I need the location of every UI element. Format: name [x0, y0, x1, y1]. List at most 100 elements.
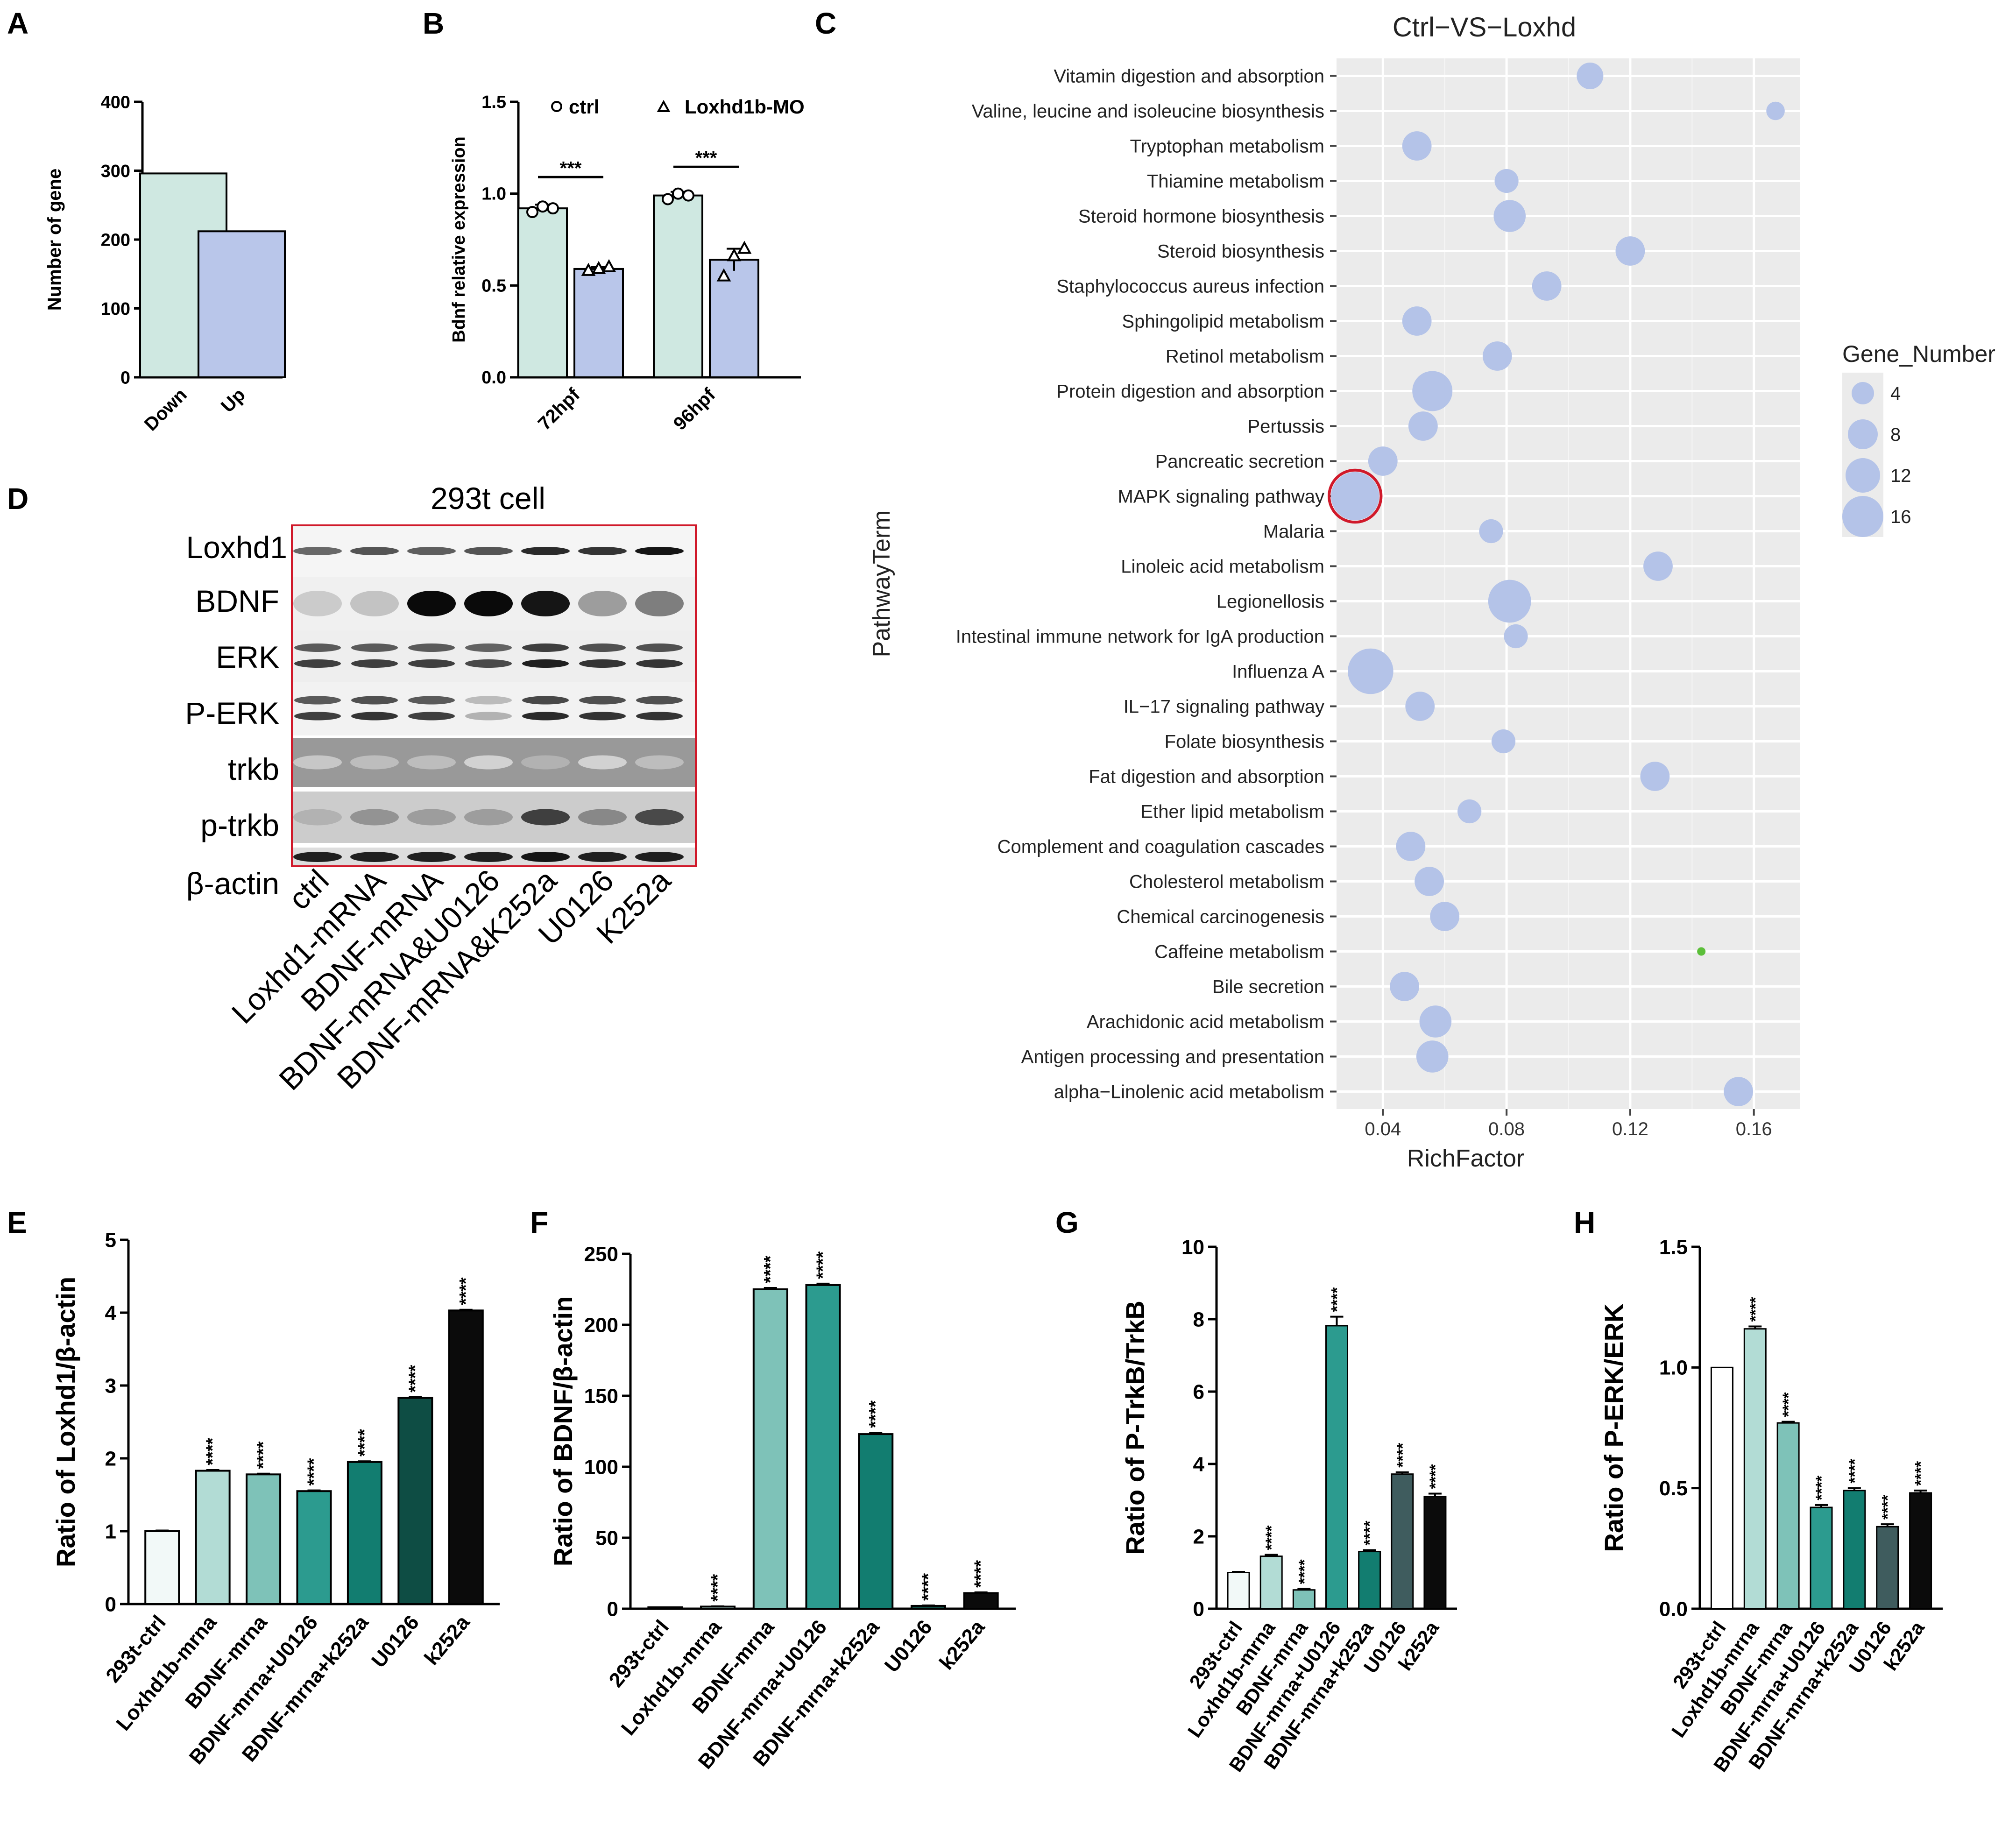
blot-band	[407, 591, 456, 616]
data-point-triangle	[716, 268, 731, 282]
y-axis-label: Bdnf relative expression	[449, 136, 469, 342]
bubble	[1491, 729, 1516, 754]
bubble-caffeine	[1697, 947, 1706, 956]
legend-size-label: 4	[1890, 383, 1901, 404]
bar-bdnf-mrna-k252a	[1843, 1490, 1866, 1610]
y-tick-label: 0	[120, 368, 130, 388]
y-tick-label: 5	[105, 1229, 116, 1251]
blot-band	[578, 852, 627, 862]
x-category-label: U0126	[367, 1611, 424, 1672]
blot-band	[350, 591, 399, 616]
blot-band	[578, 755, 627, 770]
blot-band	[635, 547, 684, 555]
blot-band	[578, 591, 627, 616]
bar-bdnf-mrna-k252a	[1358, 1551, 1381, 1610]
pathway-term-label: alpha−Linolenic acid metabolism	[1054, 1082, 1324, 1103]
bar-bdnf-mrna-k252a	[858, 1433, 894, 1610]
pathway-term-label: Sphingolipid metabolism	[1122, 311, 1324, 332]
y-tick-label: 1.5	[481, 92, 506, 112]
bar-293t-ctrl	[1227, 1572, 1250, 1610]
significance-stars: ****	[1912, 1461, 1930, 1486]
panel-letter-A: A	[7, 7, 28, 40]
blot-band	[522, 696, 569, 705]
blot-band	[294, 659, 341, 668]
bar-bdnf-mrna-u0126	[296, 1490, 332, 1605]
blot-band	[407, 547, 456, 555]
bar-bdnf-mrna	[1292, 1589, 1316, 1610]
legend-key-bubble	[1842, 496, 1883, 537]
pathway-term-label: Protein digestion and absorption	[1056, 382, 1324, 402]
blot-band	[578, 547, 627, 555]
bar-bdnf-mrna-u0126	[1810, 1506, 1833, 1610]
significance-stars: ****	[1879, 1494, 1897, 1520]
blot-label-erk: ERK	[216, 640, 279, 674]
blot-band	[407, 755, 456, 770]
x-category-label: Up	[217, 384, 249, 417]
bar-k252a	[963, 1592, 999, 1610]
blot-band	[465, 643, 512, 652]
blot-band	[635, 755, 684, 770]
y-tick-label: 2	[105, 1447, 116, 1470]
bar-loxhd1b-mo-96hpf	[709, 259, 759, 378]
significance-stars: ****	[761, 1256, 780, 1283]
pathway-term-label: Valine, leucine and isoleucine biosynthe…	[972, 101, 1324, 122]
blot-band	[294, 643, 341, 652]
significance-stars: ****	[813, 1251, 833, 1279]
bar-293t-ctrl	[647, 1606, 683, 1610]
y-tick-label: 300	[101, 162, 130, 181]
blot-band	[293, 809, 342, 826]
y-tick-label: 0.5	[1659, 1477, 1688, 1500]
y-axis-label: Ratio of P-ERK/ERK	[1599, 1304, 1628, 1552]
blot-frame	[291, 524, 697, 867]
blot-band	[293, 755, 342, 770]
pathway-term-label: Intestinal immune network for IgA produc…	[956, 627, 1324, 647]
y-tick-label: 4	[1193, 1453, 1205, 1476]
bar-bdnf-mrna	[1776, 1422, 1800, 1610]
y-tick-label: 100	[101, 299, 130, 319]
bubble	[1402, 131, 1432, 161]
y-axis-label: PathwayTerm	[868, 510, 895, 657]
data-point-circle	[672, 187, 684, 200]
blot-band	[522, 712, 569, 721]
blot-band	[294, 696, 341, 705]
blot-band	[464, 809, 513, 826]
pathway-term-label: Arachidonic acid metabolism	[1087, 1012, 1324, 1032]
bubble	[1412, 371, 1453, 411]
bar-k252a	[1909, 1492, 1932, 1610]
y-tick-label: 0	[607, 1598, 618, 1620]
bubble	[1724, 1077, 1754, 1106]
x-category-label: Down	[141, 384, 191, 435]
y-tick-label: 6	[1193, 1380, 1204, 1403]
legend-key-bubble	[1848, 419, 1878, 449]
legend-title: Gene_Number	[1842, 341, 1995, 367]
pathway-term-label: Malaria	[1263, 522, 1325, 542]
blot-band	[579, 712, 626, 721]
y-tick-label: 0.0	[481, 368, 506, 388]
data-point-circle	[662, 193, 674, 205]
significance-stars: ****	[1329, 1287, 1346, 1312]
blot-band	[407, 852, 456, 862]
blot-band	[636, 643, 683, 652]
bubble	[1766, 101, 1785, 120]
y-tick-label: 0.5	[481, 276, 506, 296]
panel-a-chart: 0 100 200 300 400 Number of gene Down Up	[44, 92, 286, 435]
bar-k252a	[1423, 1496, 1447, 1610]
blot-band	[578, 809, 627, 826]
significance-stars: ****	[1846, 1458, 1864, 1484]
blot-band	[350, 852, 399, 862]
bubble	[1493, 200, 1526, 232]
y-axis-label: Ratio of BDNF/β-actin	[548, 1296, 578, 1567]
bar-loxhd1b-mrna	[1259, 1555, 1283, 1610]
x-axis-label: RichFactor	[1407, 1145, 1524, 1172]
blot-label-beta-actin: β-actin	[186, 866, 279, 901]
pathway-term-label: Vitamin digestion and absorption	[1054, 66, 1324, 87]
blot-band	[636, 696, 683, 705]
y-tick-label: 250	[584, 1243, 618, 1265]
blot-band	[350, 547, 399, 555]
bar-loxhd1b-mrna	[1743, 1328, 1767, 1610]
blot-band	[294, 712, 341, 721]
significance-stars: ****	[304, 1458, 324, 1485]
blot-band	[351, 712, 398, 721]
